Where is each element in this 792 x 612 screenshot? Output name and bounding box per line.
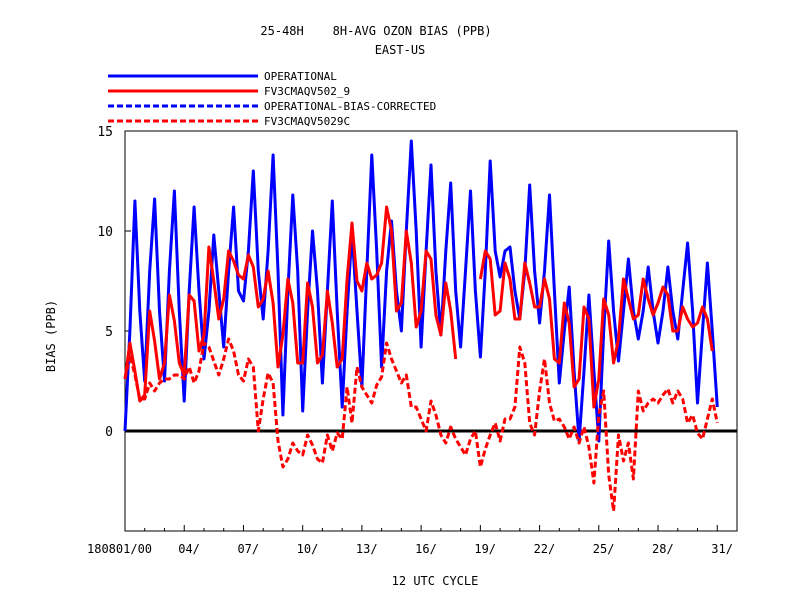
x-tick-label: 07/ [237,542,259,556]
x-axis: 180801/00 04/07/10/13/16/19/22/25/28/31/ [87,525,738,556]
x-tick-label: 22/ [534,542,556,556]
x-tick-label: 28/ [652,542,674,556]
x-tick-label: 25/ [593,542,615,556]
y-tick-label: 10 [97,225,113,240]
x-tick-label: 10/ [297,542,319,556]
series-line-0 [123,139,719,443]
y-tick-label: 15 [97,125,113,140]
chart-subtitle: EAST-US [375,43,426,57]
y-axis-label: BIAS (PPB) [44,300,58,372]
series-line-3 [123,337,719,513]
legend-label: FV3CMAQV5029C [264,115,350,128]
x-tick-label: 180801/00 [87,542,152,556]
x-tick-label: 19/ [474,542,496,556]
chart-title: 25-48H 8H-AVG OZON BIAS (PPB) [260,24,491,38]
series-lines [123,139,719,513]
x-axis-label: 12 UTC CYCLE [392,574,479,588]
legend: OPERATIONAL FV3CMAQV502_9 OPERATIONAL-BIAS… [108,70,436,128]
y-tick-label: 0 [105,425,113,440]
legend-label: OPERATIONAL-BIAS-CORRECTED [264,100,436,113]
legend-label: OPERATIONAL [264,70,337,83]
y-tick-label: 5 [105,325,113,340]
legend-label: FV3CMAQV502_9 [264,85,350,98]
y-axis: 0 5 10 15 [97,125,131,440]
x-tick-label: 04/ [178,542,200,556]
x-tick-label: 16/ [415,542,437,556]
series-line-1 [123,205,714,409]
x-tick-label: 31/ [711,542,733,556]
x-tick-label: 13/ [356,542,378,556]
